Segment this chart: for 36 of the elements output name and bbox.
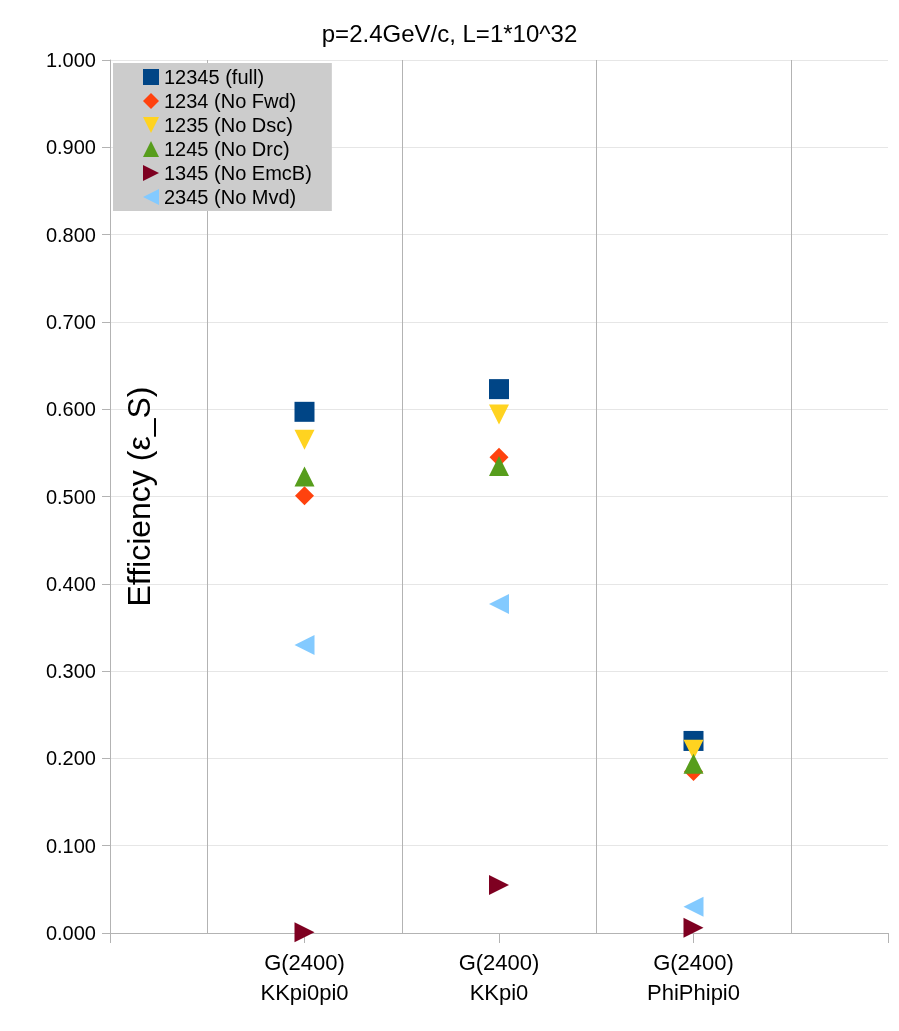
y-tick-label: 0.900	[45, 136, 96, 159]
y-tick-label: 0.500	[45, 485, 96, 508]
legend-label: 12345 (full)	[164, 66, 265, 88]
point	[489, 379, 509, 400]
point	[489, 404, 509, 425]
y-tick-label: 0.700	[45, 310, 96, 333]
y-tick-label: 1.000	[45, 49, 96, 71]
point	[294, 466, 315, 487]
x-tick-label: G(2400) KKpi0	[458, 949, 540, 1005]
y-axis-title: Efficiency (ε_S)	[121, 386, 157, 607]
y-tick-label: 0.400	[45, 572, 96, 595]
legend-label: 1235 (No Dsc)	[164, 114, 293, 136]
point	[294, 429, 315, 450]
point	[489, 455, 509, 476]
x-tick-label: G(2400) PhiPhipi0	[647, 949, 740, 1005]
point	[683, 753, 704, 774]
legend-label: 2345 (No Mvd)	[164, 186, 297, 208]
point	[683, 896, 704, 917]
point	[683, 917, 704, 938]
point	[489, 593, 509, 614]
y-tick-label: 0.200	[45, 747, 96, 770]
legend-label: 1245 (No Drc)	[164, 138, 290, 160]
legend-label: 1345 (No EmcB)	[164, 162, 312, 184]
y-tick-label: 0.600	[45, 398, 96, 421]
legend-label: 1234 (No Fwd)	[164, 90, 297, 112]
point	[294, 634, 315, 655]
chart-title: p=2.4GeV/c, L=1*10^32	[321, 19, 578, 47]
point	[294, 401, 315, 422]
y-tick-label: 0.000	[45, 922, 96, 944]
y-tick-label: 0.100	[45, 834, 96, 857]
y-tick-label: 0.800	[45, 223, 96, 246]
point	[295, 486, 314, 506]
y-tick-label: 0.300	[45, 660, 96, 683]
x-tick-label: G(2400) KKpi0pi0	[260, 949, 349, 1005]
point	[294, 922, 315, 943]
point	[489, 874, 509, 895]
